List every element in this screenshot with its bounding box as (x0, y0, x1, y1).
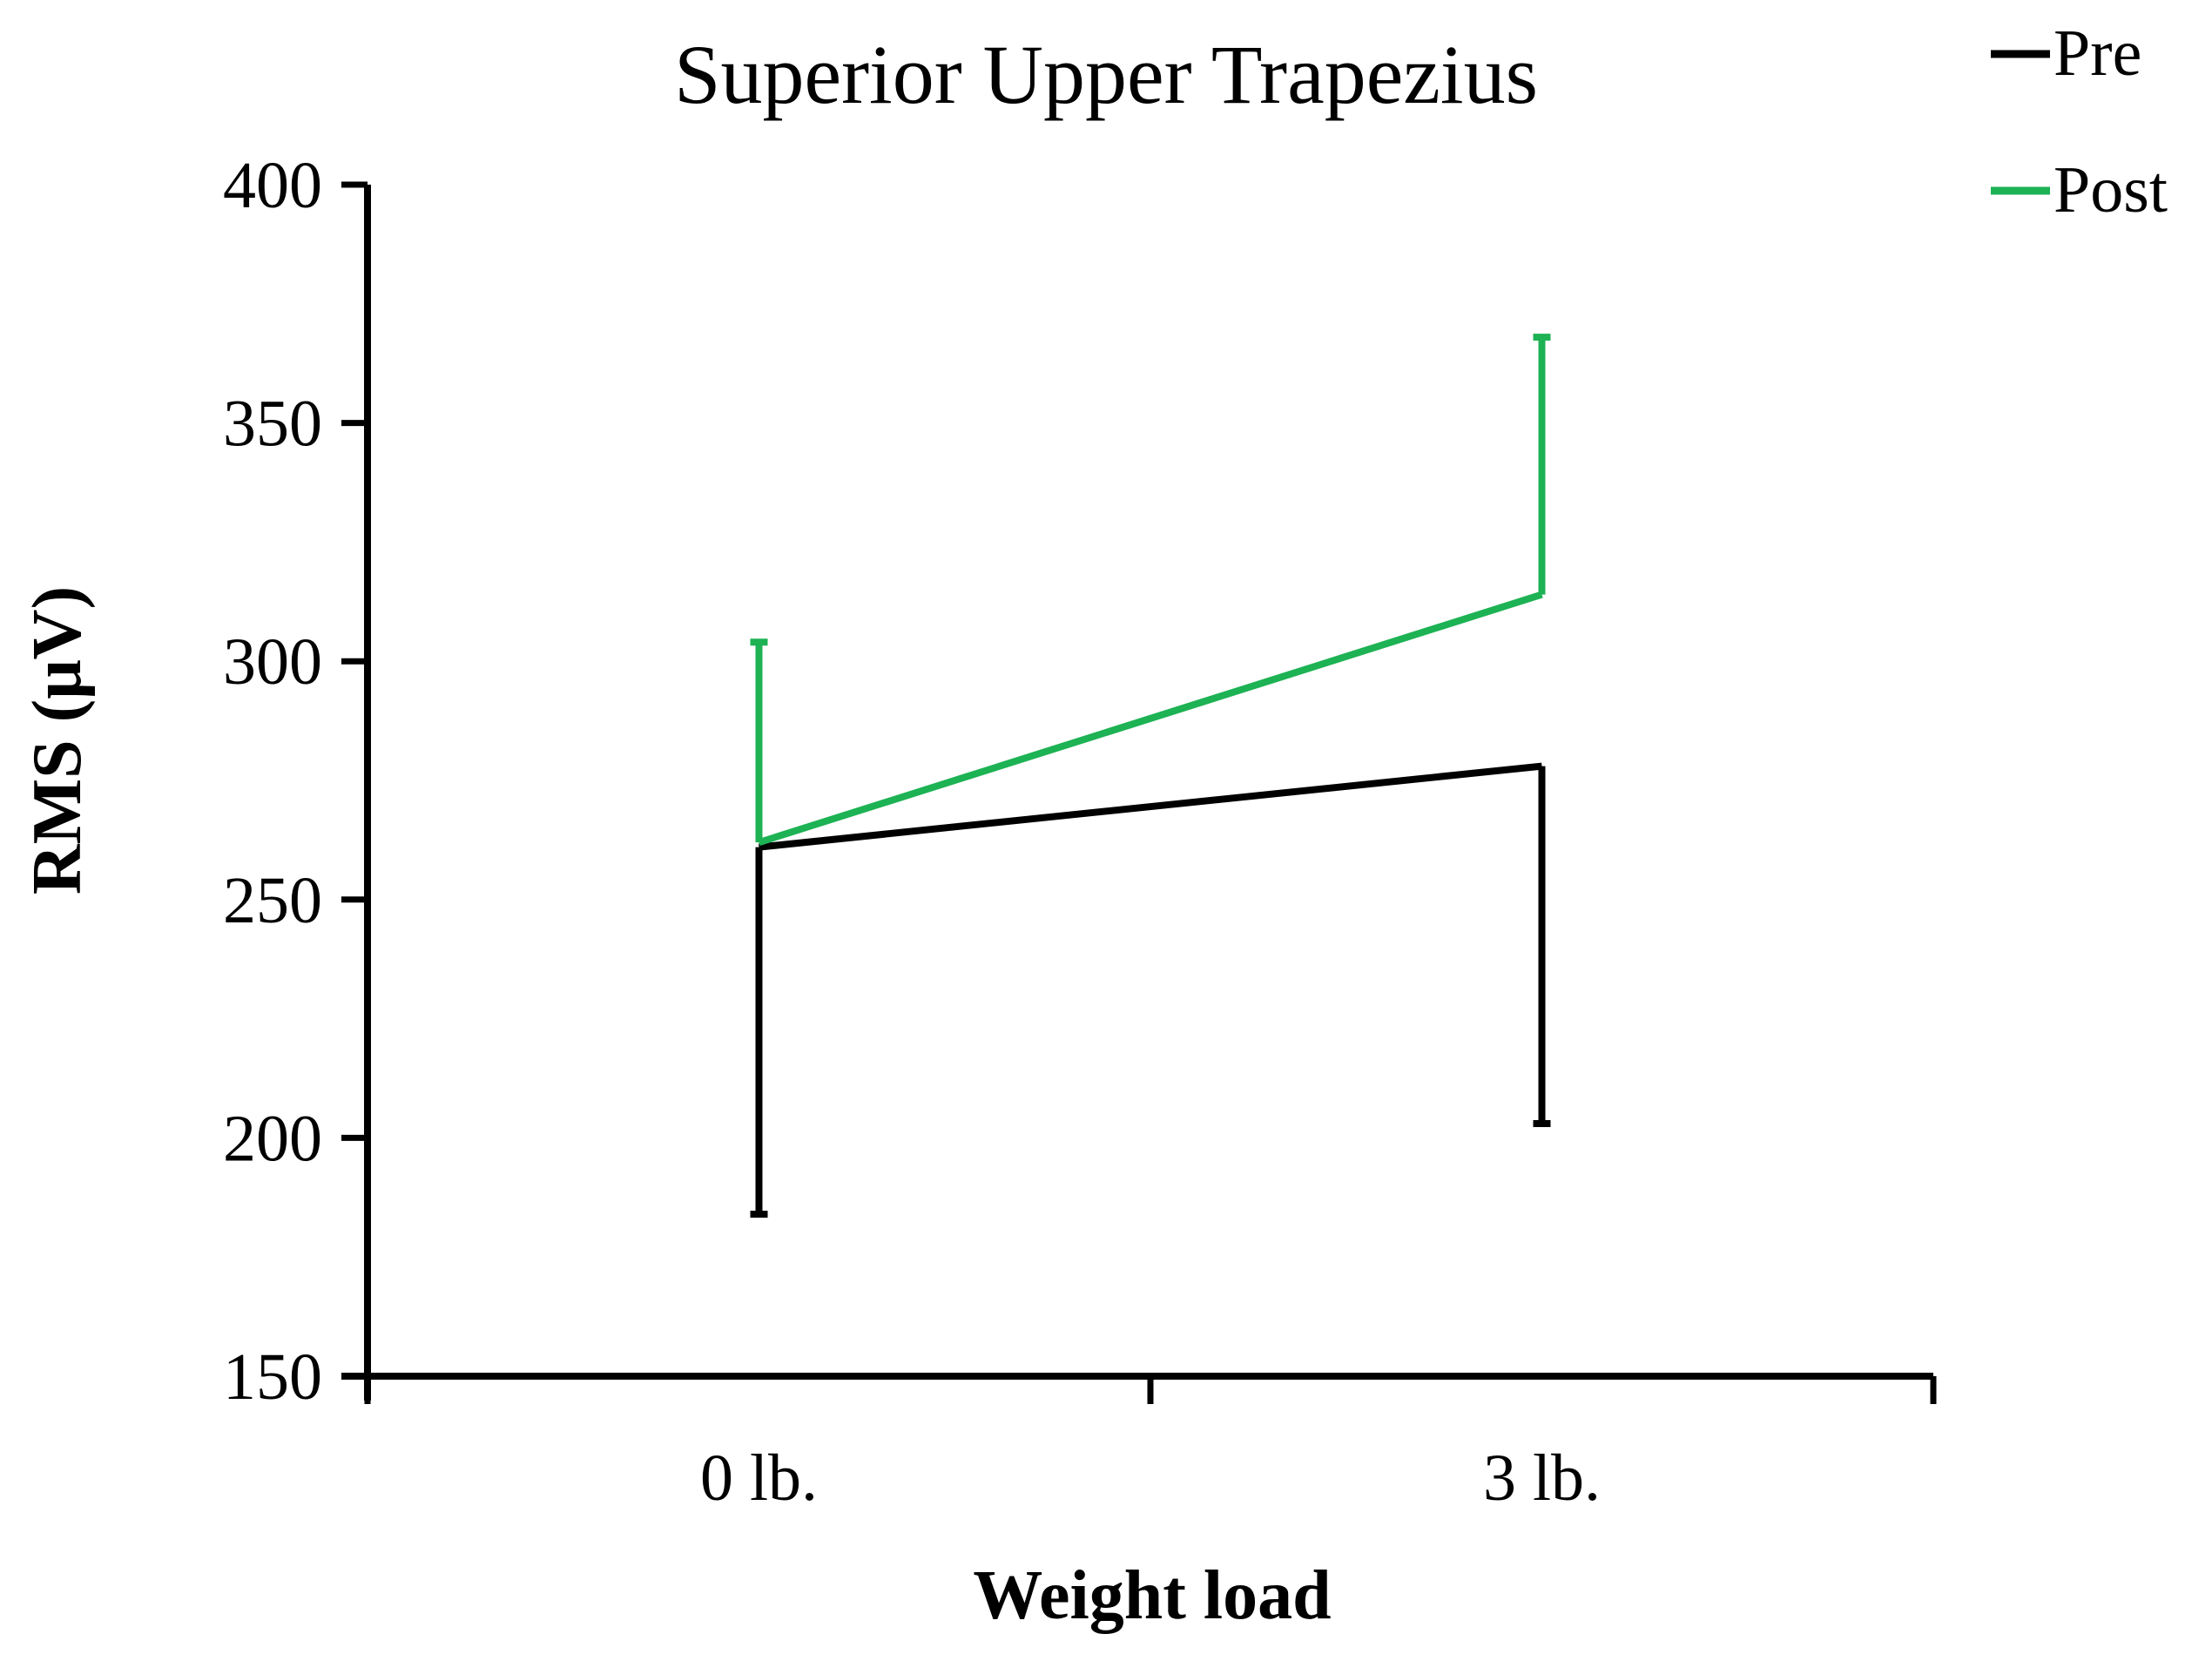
legend: Pre Post (1991, 17, 2168, 226)
y-tick-label: 400 (223, 149, 322, 222)
x-axis-title: Weight load (973, 1557, 1331, 1634)
axes (341, 185, 1933, 1401)
legend-label-post: Post (2054, 153, 2168, 226)
chart-title: Superior Upper Trapezius (674, 28, 1538, 121)
y-tick-label: 350 (223, 388, 322, 461)
series-pre (751, 766, 1551, 1213)
series-group (751, 337, 1551, 1214)
series-post (751, 337, 1551, 842)
x-tick-label: 3 lb. (1483, 1442, 1601, 1515)
x-tick-label: 0 lb. (700, 1442, 818, 1515)
legend-label-pre: Pre (2054, 17, 2141, 90)
y-tick-group: 150 200 250 300 350 400 (223, 149, 368, 1414)
y-axis-title: RMS (μV) (19, 586, 96, 895)
y-tick-label: 150 (223, 1340, 322, 1414)
x-tick-group: 0 lb. 3 lb. (368, 1376, 1933, 1515)
y-tick-label: 250 (223, 864, 322, 937)
y-tick-label: 200 (223, 1102, 322, 1175)
y-tick-label: 300 (223, 625, 322, 699)
